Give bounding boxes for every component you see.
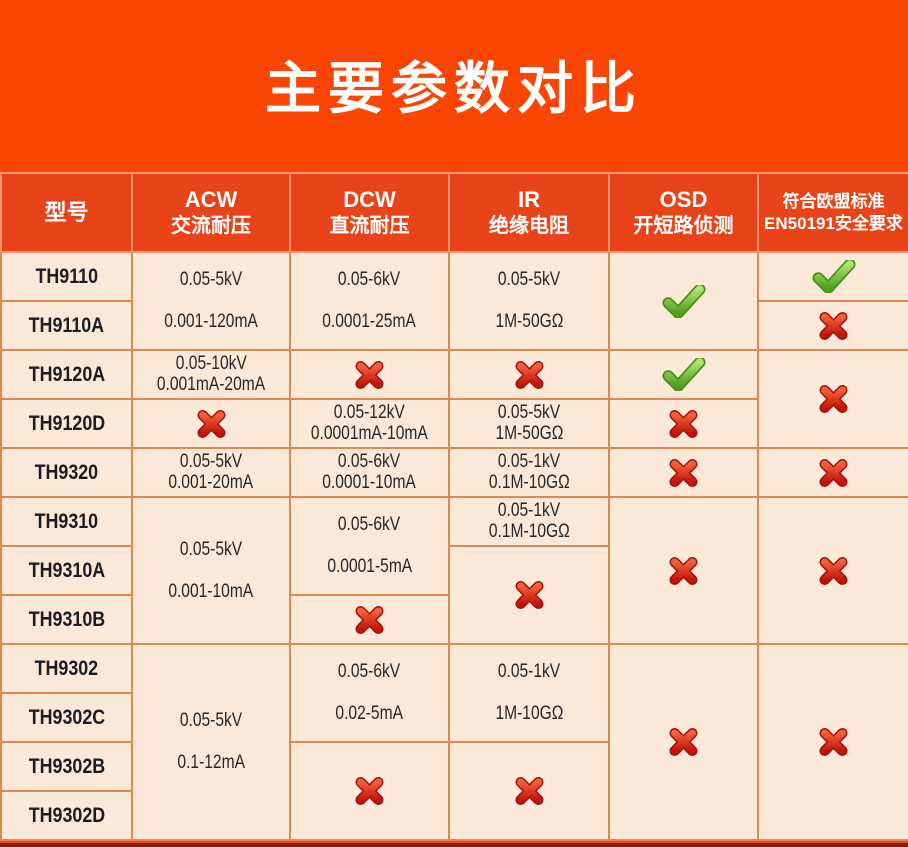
header-dcw: DCW 直流耐压 [289, 172, 450, 253]
cell-model-th9120a: TH9120A [0, 349, 133, 400]
cell-th9120-en [757, 349, 908, 449]
cross-icon [668, 727, 699, 757]
cross-icon [818, 556, 849, 586]
cell-th9110-acw: 0.05-5kV 0.001-120mA [131, 251, 291, 351]
cell-th9310-acw: 0.05-5kV 0.001-10mA [131, 496, 291, 645]
cell-model-th9302b: TH9302B [0, 741, 133, 792]
cell-th9120a-ir [448, 349, 610, 400]
header-osd: OSD 开短路侦测 [608, 172, 759, 253]
header-model-label: 型号 [44, 199, 89, 225]
cross-icon [514, 360, 545, 390]
table-row: TH9302D [0, 790, 908, 841]
cell-th9110-osd [608, 251, 759, 351]
cross-icon [818, 384, 849, 414]
cell-model-th9310a: TH9310A [0, 545, 133, 596]
cross-icon [668, 409, 699, 439]
cell-model-th9110a: TH9110A [0, 300, 133, 351]
header-model: 型号 [0, 172, 133, 253]
cell-th9120d-dcw: 0.05-12kV 0.0001mA-10mA [289, 398, 450, 449]
table-row: TH9310A [0, 545, 908, 645]
cell-th9310a-ir [448, 545, 610, 645]
cell-th9310-ir: 0.05-1kV 0.1M-10GΩ [448, 496, 610, 547]
cross-icon [354, 360, 385, 390]
cell-model-th9120d: TH9120D [0, 398, 133, 449]
cell-th9310b-dcw [289, 594, 450, 645]
table-row: TH9310B [0, 594, 908, 645]
header-acw: ACW 交流耐压 [131, 172, 291, 253]
table-row: TH9302B [0, 741, 908, 841]
table-row: TH9302 0.05-5kV 0.1-12mA 0.05-6kV 0.02-5mA… [0, 643, 908, 841]
cell-th9302-osd [608, 643, 759, 841]
cell-th9110-dcw: 0.05-6kV 0.0001-25mA [289, 251, 450, 351]
cell-model-th9302d: TH9302D [0, 790, 133, 841]
cell-th9120a-dcw [289, 349, 450, 400]
cross-icon [668, 556, 699, 586]
comparison-table: 型号 ACW 交流耐压 DCW 直流耐压 IR 绝缘电阻 OSD 开短路侦测 符合欧盟标… [0, 172, 908, 841]
cell-th9302-ir: 0.05-1kV 1M-10GΩ [448, 643, 610, 743]
cell-model-th9320: TH9320 [0, 447, 133, 498]
check-icon [812, 260, 856, 293]
cell-th9320-osd [608, 447, 759, 498]
table-row: TH9120A 0.05-10kV 0.001mA-20mA [0, 349, 908, 449]
cell-th9110a-en [757, 300, 908, 351]
cell-th9120d-acw [131, 398, 291, 449]
cell-model-th9302c: TH9302C [0, 692, 133, 743]
bottom-strip [0, 843, 908, 847]
check-icon [662, 285, 706, 318]
cell-th9320-en [757, 447, 908, 498]
cell-th9320-acw: 0.05-5kV 0.001-20mA [131, 447, 291, 498]
cross-icon [354, 605, 385, 635]
table-row: TH9110 0.05-5kV 0.001-120mA 0.05-6kV 0.000… [0, 251, 908, 351]
cross-icon [668, 458, 699, 488]
cell-th9310-dcw: 0.05-6kV 0.0001-5mA [289, 496, 450, 596]
table-row: TH9320 0.05-5kV 0.001-20mA 0.05-6kV 0.0001… [0, 447, 908, 498]
header-ir: IR 绝缘电阻 [448, 172, 610, 253]
cell-th9310-en [757, 496, 908, 645]
cell-th9302-dcw: 0.05-6kV 0.02-5mA [289, 643, 450, 743]
header-en50191: 符合欧盟标准 EN50191安全要求 [757, 172, 908, 253]
cross-icon [514, 776, 545, 806]
cell-th9302b-ir [448, 741, 610, 841]
cell-th9302-en [757, 643, 908, 841]
cross-icon [354, 776, 385, 806]
cross-icon [196, 409, 227, 439]
cross-icon [818, 727, 849, 757]
cell-model-th9302: TH9302 [0, 643, 133, 694]
cell-model-th9110: TH9110 [0, 251, 133, 302]
cell-model-th9310: TH9310 [0, 496, 133, 547]
cell-th9320-ir: 0.05-1kV 0.1M-10GΩ [448, 447, 610, 498]
cell-th9110-ir: 0.05-5kV 1M-50GΩ [448, 251, 610, 351]
cross-icon [514, 580, 545, 610]
cross-icon [818, 458, 849, 488]
cell-th9120d-osd [608, 398, 759, 449]
header-row: 型号 ACW 交流耐压 DCW 直流耐压 IR 绝缘电阻 OSD 开短路侦测 符合欧盟标… [0, 172, 908, 253]
cell-th9320-dcw: 0.05-6kV 0.0001-10mA [289, 447, 450, 498]
page-title: 主要参数对比 [265, 57, 643, 120]
check-icon [662, 358, 706, 391]
cell-th9302b-dcw [289, 741, 450, 841]
cell-th9110-en [757, 251, 908, 302]
table-row: TH9310 0.05-5kV 0.001-10mA 0.05-6kV 0.0001… [0, 496, 908, 645]
cell-model-th9310b: TH9310B [0, 594, 133, 645]
cell-th9120d-ir: 0.05-5kV 1M-50GΩ [448, 398, 610, 449]
table-row: TH9302C [0, 692, 908, 743]
table-row: TH9120D 0.05-12kV 0.0001mA-10mA 0.05-5kV 1… [0, 398, 908, 449]
cell-th9302-acw: 0.05-5kV 0.1-12mA [131, 643, 291, 841]
cell-th9120a-acw: 0.05-10kV 0.001mA-20mA [131, 349, 291, 400]
cell-th9310-osd [608, 496, 759, 645]
cell-th9120a-osd [608, 349, 759, 400]
cross-icon [818, 311, 849, 341]
